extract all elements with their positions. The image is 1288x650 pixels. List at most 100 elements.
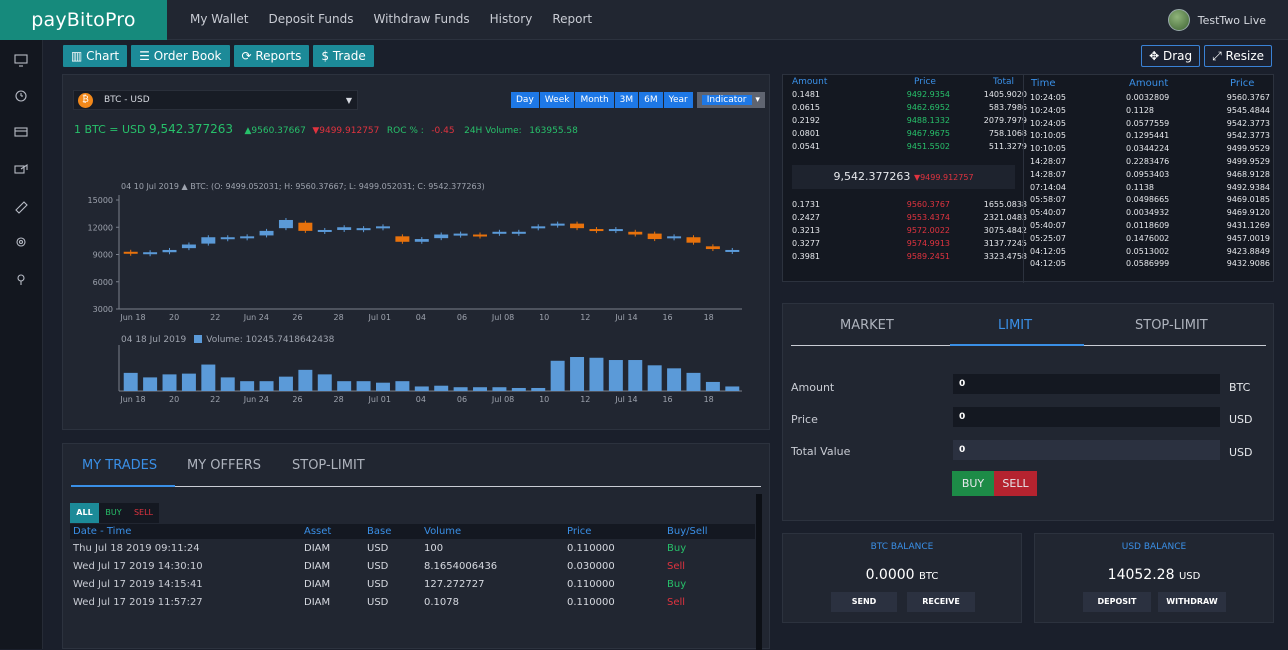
volume-bar — [608, 360, 623, 391]
nav-deposit-funds[interactable]: Deposit Funds — [268, 12, 354, 26]
volume-label: 24H Volume: — [464, 126, 522, 136]
avatar[interactable] — [1167, 9, 1190, 31]
candle — [414, 239, 429, 242]
user-name[interactable]: TestTwo Live — [1197, 13, 1266, 27]
deposit-button[interactable]: DEPOSIT — [1083, 592, 1151, 612]
card-icon[interactable] — [14, 127, 28, 137]
filter-buy[interactable]: BUY — [99, 503, 128, 523]
logo[interactable]: payBitoPro — [0, 0, 167, 40]
period-3m[interactable]: 3M — [614, 92, 639, 108]
main-nav: My Wallet Deposit Funds Withdraw Funds H… — [180, 0, 602, 40]
candle — [123, 251, 138, 254]
filter-all[interactable]: ALL — [70, 503, 99, 523]
order-book-button[interactable]: ☰ Order Book — [131, 45, 230, 67]
volume-bar — [434, 385, 449, 391]
amount-currency: BTC — [1229, 381, 1251, 394]
receive-button[interactable]: RECEIVE — [907, 592, 975, 612]
trade-price: 0.110000 — [567, 579, 615, 590]
x-tick-label: 16 — [662, 313, 672, 322]
tab-my-trades[interactable]: MY TRADES — [82, 458, 158, 473]
total-input[interactable]: 0 — [953, 440, 1220, 460]
share-icon[interactable] — [14, 163, 28, 174]
nav-history[interactable]: History — [489, 12, 533, 26]
volume-bar — [395, 381, 410, 391]
withdraw-button[interactable]: WITHDRAW — [1158, 592, 1226, 612]
period-month[interactable]: Month — [575, 92, 614, 108]
volume-bar — [647, 365, 662, 391]
sell-button[interactable]: SELL — [994, 471, 1037, 496]
y-tick-label: 9000 — [93, 251, 113, 260]
period-week[interactable]: Week — [539, 92, 575, 108]
candle — [259, 230, 274, 236]
trade-asset: DIAM — [304, 561, 331, 572]
resize-button[interactable]: ⤢ Resize — [1204, 45, 1272, 67]
trade-amount: 0.0032809 — [1126, 93, 1170, 102]
user-menu[interactable]: TestTwo Live — [1167, 0, 1266, 40]
tab-my-offers[interactable]: MY OFFERS — [187, 458, 261, 473]
period-6m[interactable]: 6M — [639, 92, 663, 108]
tab-market[interactable]: MARKET — [840, 318, 894, 333]
y-tick-label: 12000 — [88, 223, 113, 232]
candle — [667, 236, 682, 239]
volume-bar — [240, 381, 255, 391]
nav-withdraw-funds[interactable]: Withdraw Funds — [373, 12, 470, 26]
filter-sell[interactable]: SELL — [128, 503, 159, 523]
scrollbar[interactable] — [756, 494, 762, 650]
trade-price: 9469.0185 — [1226, 195, 1270, 205]
tab-limit[interactable]: LIMIT — [998, 318, 1033, 333]
period-day[interactable]: Day — [511, 92, 539, 108]
ob-sells-total: 583.7986 — [988, 103, 1027, 112]
candle — [240, 236, 255, 239]
price-input[interactable]: 0 — [953, 407, 1220, 427]
nav-report[interactable]: Report — [552, 12, 593, 26]
indicator-dropdown[interactable]: Indicator ▾ — [696, 92, 765, 108]
reports-button[interactable]: ⟳ Reports — [233, 45, 310, 67]
x-tick-label: 22 — [210, 313, 220, 322]
trade-amount: 0.1476002 — [1126, 233, 1170, 243]
trade-amount: 0.0344224 — [1126, 144, 1170, 154]
x-tick-label: Jul 01 — [368, 313, 391, 322]
chart-button[interactable]: ▥ Chart — [63, 45, 128, 67]
ohlc-info: 04 10 Jul 2019 ▲ BTC: (O: 9499.052031; H… — [121, 182, 485, 191]
trade-button[interactable]: $ Trade — [313, 45, 374, 67]
nav-my-wallet[interactable]: My Wallet — [190, 12, 249, 26]
amount-input[interactable]: 0 — [953, 374, 1220, 394]
roc-value: -0.45 — [431, 126, 455, 136]
tag-icon[interactable] — [15, 201, 28, 214]
volume-x-tick-label: 18 — [704, 395, 714, 404]
volume-x-tick-label: Jun 18 — [119, 395, 145, 404]
pin-icon[interactable] — [17, 274, 25, 285]
x-tick-label: 28 — [334, 313, 344, 322]
price-chart[interactable]: 3000 6000 9000 12000 15000 Jun 18 Jun 18 20 20 22… — [63, 75, 771, 431]
volume-x-tick-label: 28 — [334, 395, 344, 404]
order-book: Amount Price Total 0.1481 9492.9354 1405.9… — [783, 75, 1027, 283]
period-year[interactable]: Year — [663, 92, 693, 108]
trade-amount: 0.2283476 — [1126, 157, 1170, 166]
trade-base: USD — [367, 561, 389, 572]
mid-price-change: ▼9499.912757 — [913, 173, 974, 182]
trade-base: USD — [367, 543, 389, 554]
low-price: 9499.912757 — [319, 126, 380, 136]
volume-x-tick-label: 06 — [457, 395, 467, 404]
arrow-up-icon: ▲ — [244, 126, 252, 136]
pair-select[interactable]: ₿ BTC - USD ▼ — [73, 90, 358, 110]
settings-icon[interactable] — [16, 237, 26, 247]
current-price: 9,542.377263 — [149, 122, 233, 136]
clock-icon[interactable] — [15, 90, 27, 102]
sidebar — [0, 40, 43, 649]
active-tab-indicator — [71, 485, 175, 487]
drag-button[interactable]: ✥ Drag — [1141, 45, 1201, 67]
usd-balance-value: 14052.28 USD — [1107, 567, 1201, 583]
ob-sells-total: 511.3279 — [988, 142, 1027, 151]
tab-stop-limit-trades[interactable]: STOP-LIMIT — [292, 458, 365, 473]
trade-price: 9431.1269 — [1226, 221, 1270, 230]
candle — [608, 229, 623, 232]
trade-time: 14:28:07 — [1030, 169, 1066, 179]
monitor-icon[interactable] — [14, 54, 28, 67]
x-tick-label: Jul 14 — [614, 313, 637, 322]
order-book-panel: Amount Price Total 0.1481 9492.9354 1405.9… — [782, 74, 1274, 283]
buy-button[interactable]: BUY — [952, 471, 994, 496]
ob-buys-total: 3075.4842 — [983, 226, 1027, 235]
tab-stop-limit[interactable]: STOP-LIMIT — [1135, 318, 1208, 333]
send-button[interactable]: SEND — [831, 592, 897, 612]
